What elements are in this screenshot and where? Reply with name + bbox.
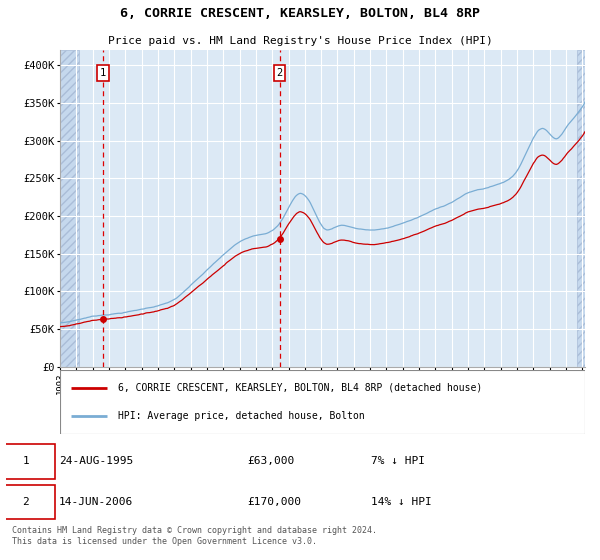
Text: 7% ↓ HPI: 7% ↓ HPI bbox=[371, 456, 425, 466]
Text: 6, CORRIE CRESCENT, KEARSLEY, BOLTON, BL4 8RP: 6, CORRIE CRESCENT, KEARSLEY, BOLTON, BL… bbox=[120, 7, 480, 20]
Text: 2: 2 bbox=[277, 68, 283, 78]
Text: Price paid vs. HM Land Registry's House Price Index (HPI): Price paid vs. HM Land Registry's House … bbox=[107, 36, 493, 46]
Text: 1: 1 bbox=[100, 68, 106, 78]
Text: Contains HM Land Registry data © Crown copyright and database right 2024.
This d: Contains HM Land Registry data © Crown c… bbox=[12, 526, 377, 546]
FancyBboxPatch shape bbox=[0, 485, 55, 520]
Text: 14% ↓ HPI: 14% ↓ HPI bbox=[371, 497, 431, 507]
Bar bbox=[577, 50, 585, 367]
Text: 1: 1 bbox=[23, 456, 29, 466]
Text: £170,000: £170,000 bbox=[247, 497, 301, 507]
Bar bbox=[60, 50, 79, 367]
Text: 6, CORRIE CRESCENT, KEARSLEY, BOLTON, BL4 8RP (detached house): 6, CORRIE CRESCENT, KEARSLEY, BOLTON, BL… bbox=[118, 382, 482, 393]
Text: £63,000: £63,000 bbox=[247, 456, 295, 466]
Text: 14-JUN-2006: 14-JUN-2006 bbox=[59, 497, 133, 507]
FancyBboxPatch shape bbox=[60, 370, 585, 434]
FancyBboxPatch shape bbox=[0, 444, 55, 479]
Text: 2: 2 bbox=[23, 497, 29, 507]
Text: HPI: Average price, detached house, Bolton: HPI: Average price, detached house, Bolt… bbox=[118, 411, 365, 421]
Text: 24-AUG-1995: 24-AUG-1995 bbox=[59, 456, 133, 466]
